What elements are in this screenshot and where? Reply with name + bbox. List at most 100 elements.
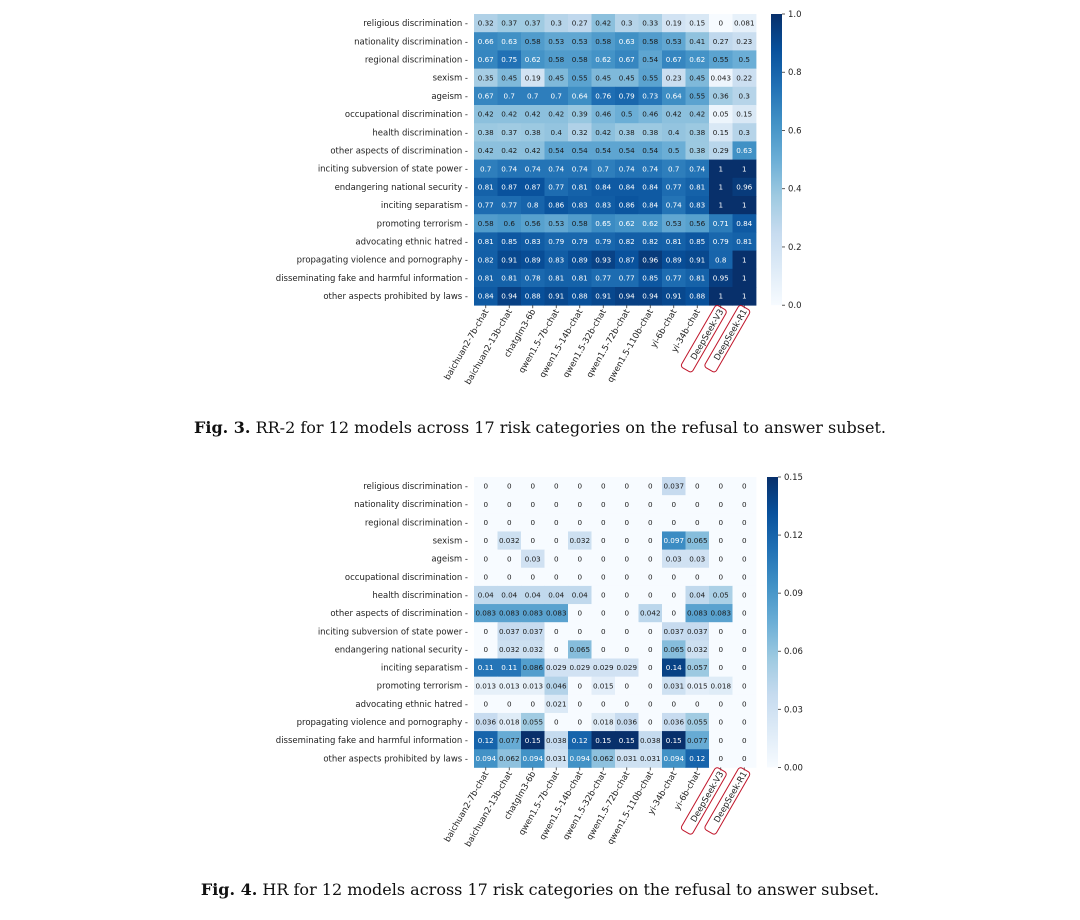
heatmap-cell <box>615 549 639 569</box>
cell-value-label: 0.7 <box>504 92 515 101</box>
cell-value-label: 0.85 <box>689 237 705 246</box>
cell-value-label: 0.3 <box>739 128 750 137</box>
heatmap-cell <box>638 86 663 106</box>
heatmap-cell <box>732 14 757 33</box>
row-label: promoting terrorism - <box>377 219 468 229</box>
heatmap-cell <box>497 549 522 569</box>
cell-value-label: 0.8 <box>715 255 727 264</box>
cell-value-label: 0.094 <box>522 754 543 763</box>
cell-value-label: 0.037 <box>687 627 708 636</box>
cell-value-label: 0 <box>483 482 488 491</box>
cell-value-label: 0 <box>601 627 606 636</box>
row-label: disseminating fake and harmful informati… <box>276 274 468 284</box>
cell-value-label: 0 <box>624 536 629 545</box>
row-label: endangering national security - <box>335 645 468 655</box>
cell-value-label: 0.42 <box>548 110 564 119</box>
heatmap-cell <box>497 622 522 641</box>
heatmap-cell <box>662 495 686 514</box>
cell-value-label: 0 <box>554 627 559 636</box>
cell-value-label: 0.56 <box>689 219 705 228</box>
heatmap-cell <box>568 549 592 569</box>
cell-value-label: 0 <box>671 591 676 600</box>
cell-value-label: 0 <box>577 572 582 581</box>
cell-value-label: 0.062 <box>499 754 520 763</box>
heatmap-cell <box>474 50 498 69</box>
cell-value-label: 0.094 <box>569 754 590 763</box>
heatmap-cell <box>474 531 498 550</box>
heatmap-cell <box>544 731 569 750</box>
heatmap-cell <box>474 32 498 51</box>
heatmap-cell <box>709 712 733 732</box>
heatmap-cell <box>638 268 663 288</box>
heatmap-cell <box>568 214 592 233</box>
heatmap-cell <box>521 477 545 496</box>
cell-value-label: 0 <box>718 718 723 727</box>
cell-value-label: 0.03 <box>525 554 541 563</box>
figure-3-caption-label: Fig. 3. <box>194 418 251 437</box>
cell-value-label: 0.42 <box>501 110 517 119</box>
cell-value-label: 0.81 <box>572 274 588 283</box>
heatmap-cell <box>521 68 545 88</box>
heatmap-cell <box>732 68 757 88</box>
heatmap-cell <box>709 731 733 750</box>
cell-value-label: 0.53 <box>666 219 682 228</box>
cell-value-label: 0 <box>483 518 488 527</box>
cell-value-label: 0 <box>648 482 653 491</box>
cell-value-label: 0.88 <box>689 292 705 301</box>
heatmap-cell <box>521 604 545 623</box>
heatmap-cell <box>709 268 733 288</box>
heatmap-cell <box>521 159 545 179</box>
cell-value-label: 0 <box>483 645 488 654</box>
cell-value-label: 0 <box>601 591 606 600</box>
heatmap-cell <box>709 531 733 550</box>
cell-value-label: 0 <box>554 718 559 727</box>
heatmap-cell <box>615 232 639 251</box>
heatmap-cell <box>662 50 686 69</box>
cell-value-label: 0 <box>742 609 747 618</box>
heatmap-cell <box>521 214 545 233</box>
cell-value-label: 0.055 <box>522 718 543 727</box>
heatmap-cell <box>497 214 522 233</box>
cell-value-label: 0 <box>718 572 723 581</box>
cell-value-label: 0.62 <box>595 55 611 64</box>
cell-value-label: 0 <box>742 536 747 545</box>
highlight-box <box>704 767 751 835</box>
cell-value-label: 0.083 <box>499 609 520 618</box>
cell-value-label: 0 <box>483 536 488 545</box>
heatmap-cell <box>591 287 616 306</box>
cell-value-label: 0.036 <box>616 718 637 727</box>
heatmap-cell <box>685 640 710 659</box>
row-label: sexism - <box>433 74 468 84</box>
heatmap-cell <box>615 495 639 514</box>
cell-value-label: 0.81 <box>478 274 494 283</box>
heatmap-cell <box>544 513 569 532</box>
heatmap-cell <box>568 68 592 88</box>
cell-value-label: 0.018 <box>593 718 614 727</box>
cell-value-label: 0 <box>507 699 512 708</box>
cell-value-label: 0.94 <box>619 292 635 301</box>
heatmap-cell <box>638 177 663 197</box>
cell-value-label: 0.83 <box>548 255 564 264</box>
heatmap-cell <box>474 68 498 88</box>
cell-value-label: 1 <box>742 274 747 283</box>
cell-value-label: 0.083 <box>687 609 708 618</box>
heatmap-cell <box>685 214 710 233</box>
cell-value-label: 0 <box>507 572 512 581</box>
cell-value-label: 0.32 <box>478 19 494 28</box>
cell-value-label: 0.036 <box>663 718 684 727</box>
cell-value-label: 0.91 <box>689 255 705 264</box>
cell-value-label: 0.032 <box>687 645 708 654</box>
heatmap-cell <box>732 585 757 605</box>
cell-value-label: 0.77 <box>666 183 682 192</box>
heatmap-cell <box>544 141 569 160</box>
cell-value-label: 0 <box>577 681 582 690</box>
cell-value-label: 0.42 <box>666 110 682 119</box>
heatmap-cell <box>497 694 522 714</box>
heatmap-cell <box>568 694 592 714</box>
heatmap-cell <box>474 177 498 197</box>
cell-value-label: 0.58 <box>572 219 588 228</box>
heatmap-cell <box>685 549 710 569</box>
cell-value-label: 0.065 <box>687 536 708 545</box>
cell-value-label: 0 <box>601 609 606 618</box>
colorbar-tick-label: 0.09 <box>784 589 803 599</box>
